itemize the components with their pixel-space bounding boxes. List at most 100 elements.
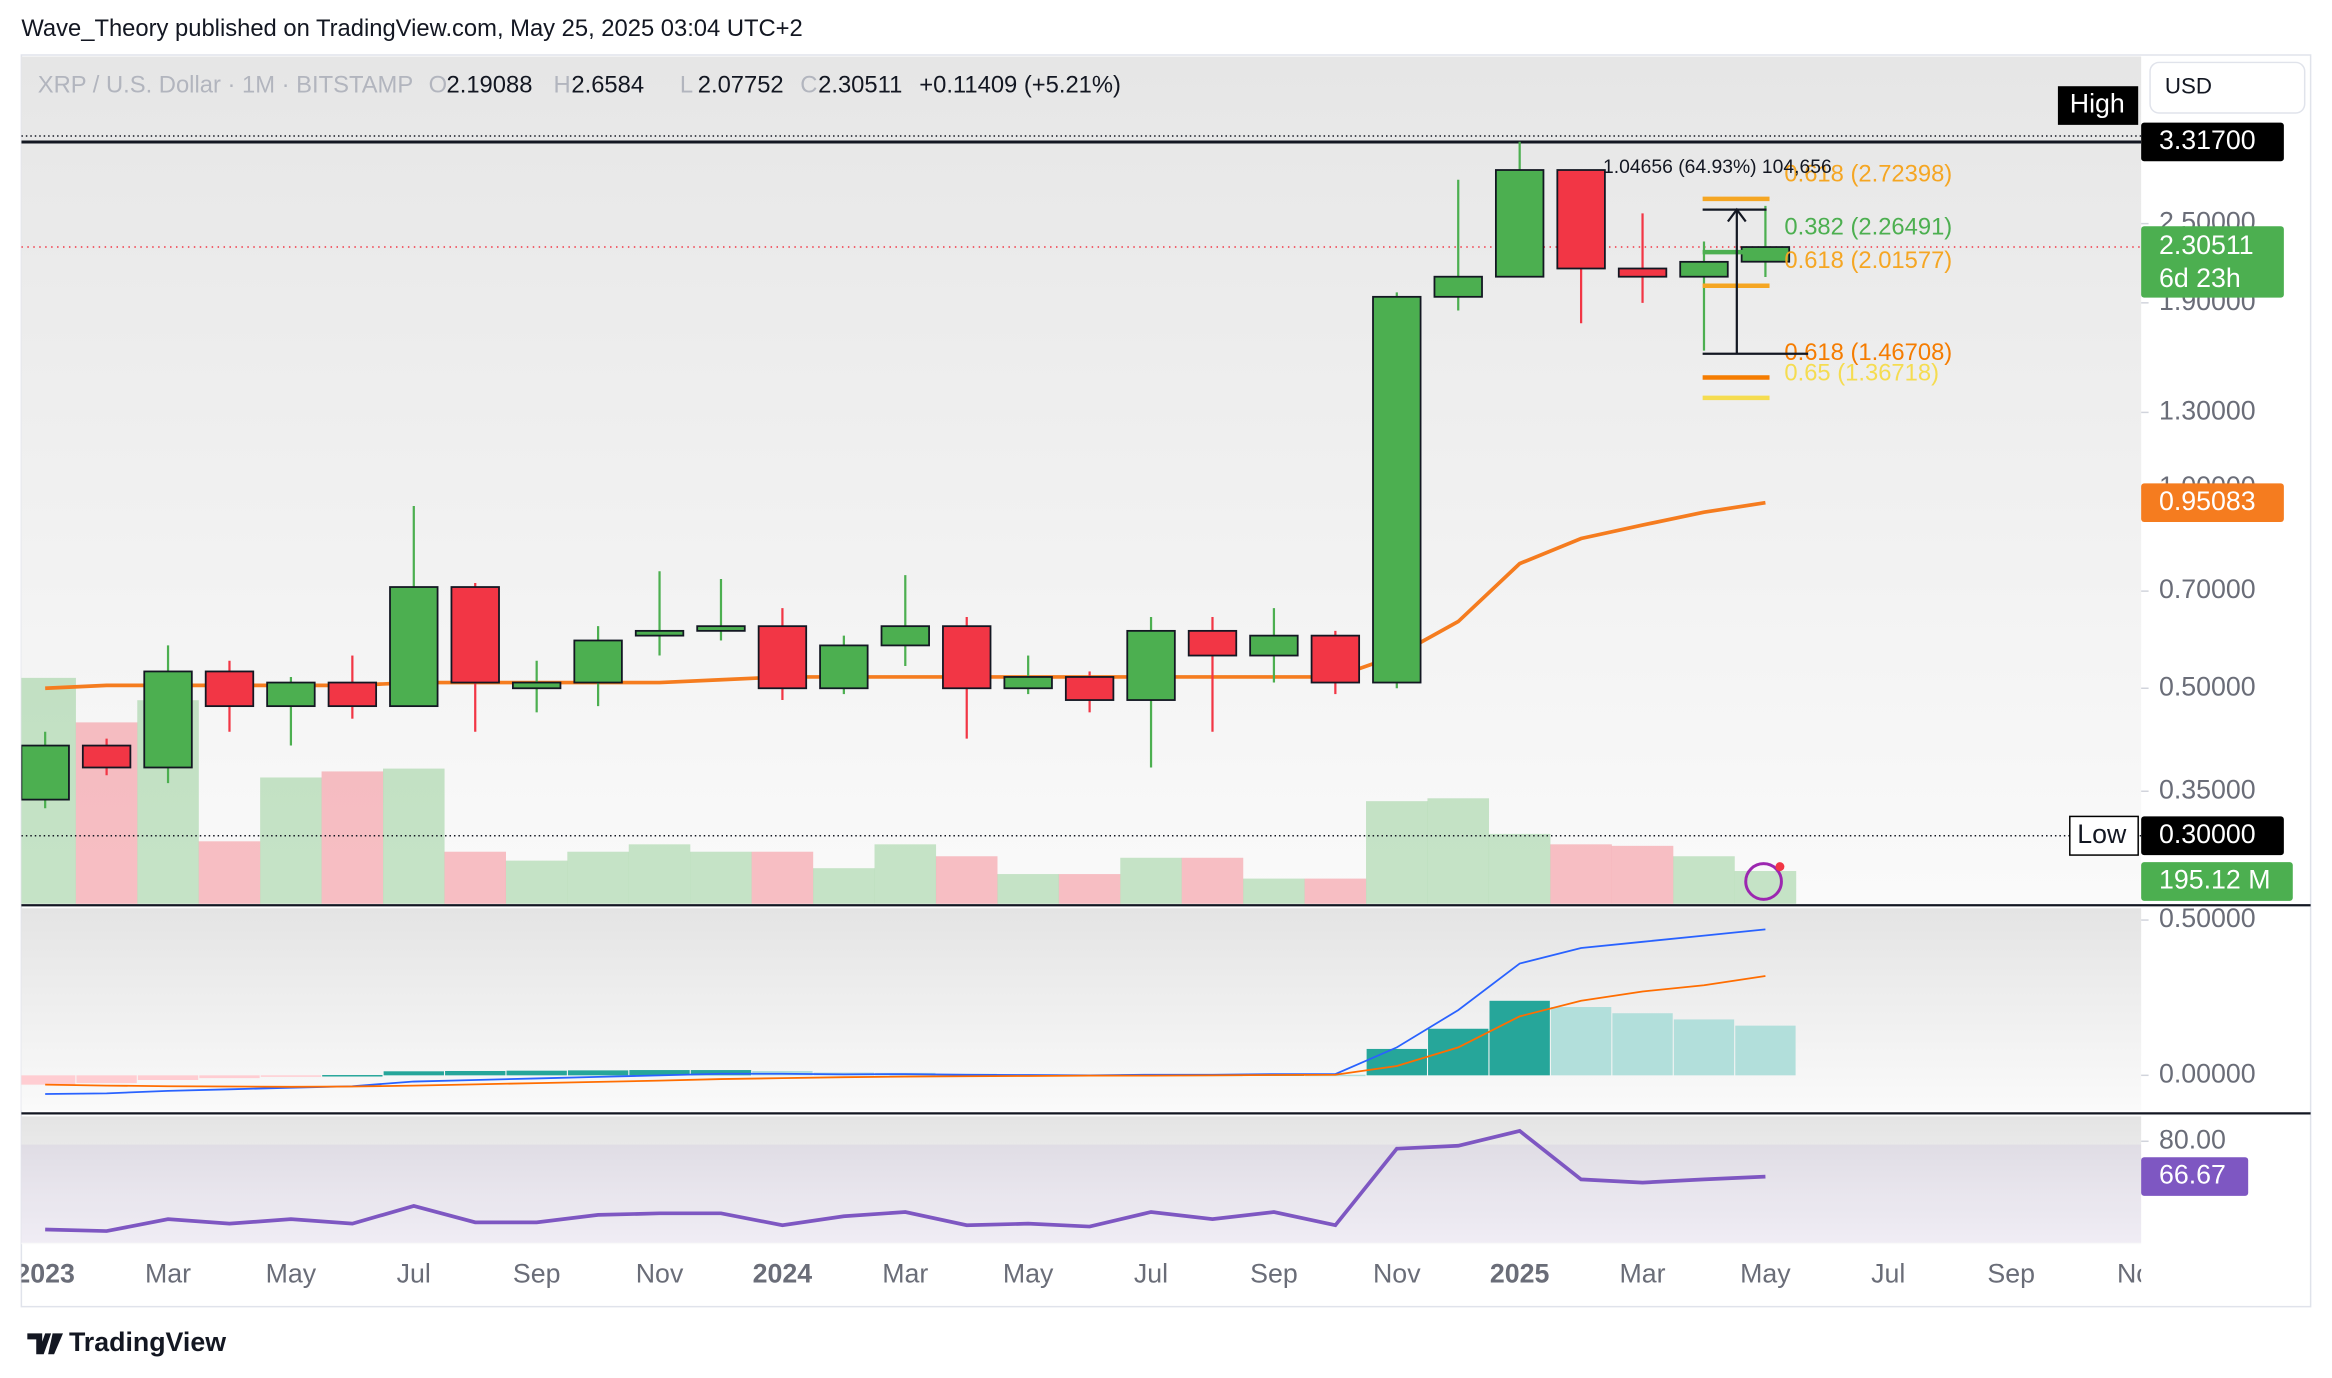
volume-bar (935, 856, 998, 904)
candle-body (696, 625, 746, 632)
candle-body (757, 625, 808, 690)
range-high-tag (2057, 86, 2139, 125)
macd-histogram (1673, 1019, 1735, 1076)
brand: TradingView (69, 1327, 226, 1357)
volume-bar (813, 868, 875, 904)
candle-body (880, 625, 930, 647)
x-tick-label: Nov (636, 1258, 684, 1288)
countdown: 6d 23h (2159, 263, 2241, 293)
x-tick-label: May (1003, 1258, 1054, 1288)
rsi-label: 66.67 (2159, 1160, 2226, 1190)
volume-bar (198, 841, 261, 904)
x-tick-label: Jul (397, 1258, 431, 1288)
macd-histogram (567, 1070, 629, 1076)
candle-body (1249, 634, 1299, 657)
x-tick-label: 2024 (753, 1258, 813, 1288)
brand-logo (27, 1333, 64, 1355)
macd-histogram (1612, 1013, 1673, 1076)
x-tick-label: Sep (1250, 1258, 1298, 1288)
macd-histogram (21, 1075, 76, 1085)
byline: Wave_Theory published on TradingView.com… (21, 15, 802, 42)
range-low-label-box (2141, 816, 2284, 856)
volume-bar (690, 851, 752, 904)
volume-bar (321, 771, 384, 904)
volume-bar (567, 851, 629, 904)
range-high-label-box (2141, 122, 2284, 162)
range-high-label: 3.31700 (2159, 125, 2256, 155)
rsi-tick-label: 80.00 (2159, 1124, 2226, 1154)
range-low-text: Low (2077, 819, 2127, 849)
rsi-pane (21, 1116, 2142, 1245)
x-tick-label: No (2117, 1258, 2151, 1288)
macd-histogram (260, 1075, 322, 1077)
candle-body (1556, 169, 1606, 270)
candle-body (1003, 676, 1053, 690)
x-tick-label: Mar (1620, 1258, 1666, 1288)
currency[interactable]: USD (2165, 74, 2212, 99)
macd-histogram (1489, 1000, 1550, 1076)
candle-body (1187, 629, 1238, 657)
volume-bar (1550, 844, 1612, 904)
volume-bar (628, 844, 691, 904)
candle-body (1433, 275, 1483, 298)
ohlc-letter: C (800, 71, 817, 98)
macd-histogram (76, 1075, 137, 1084)
macd-histogram (137, 1075, 199, 1080)
range-high-text: High (2070, 89, 2125, 119)
price-axis: 2.500001.900001.300001.000000.700000.500… (2057, 86, 2293, 1196)
fib-label: 0.618 (1.46708) (1784, 339, 1952, 366)
volume-bar (997, 874, 1059, 904)
ma-label: 0.95083 (2159, 486, 2256, 516)
fib-label: 0.618 (2.72398) (1784, 160, 1952, 187)
x-tick-label: Jul (1871, 1258, 1905, 1288)
macd-histogram (690, 1070, 752, 1076)
volume-bar (505, 860, 568, 904)
candle-body (143, 670, 193, 769)
x-tick-label: 2025 (1490, 1258, 1550, 1288)
y-tick-label: 1.30000 (2159, 395, 2256, 425)
macd-histogram (445, 1070, 506, 1076)
candle-body (1740, 246, 1791, 263)
candle-body (1679, 260, 1729, 278)
currency-button[interactable] (2149, 61, 2306, 114)
rsi-line (45, 1128, 1766, 1233)
candle-body (204, 670, 255, 708)
ohlc-letter: H (554, 71, 571, 98)
x-tick-label: 2023 (15, 1258, 75, 1288)
x-tick-label: Nov (1373, 1258, 1421, 1288)
x-tick-label: Sep (513, 1258, 561, 1288)
candle-body (389, 586, 439, 708)
y-tick-label: 0.50000 (2159, 671, 2256, 701)
candle-body (634, 629, 685, 637)
macd-tick-label: 0.50000 (2159, 903, 2256, 933)
x-tick-label: May (266, 1258, 317, 1288)
candle-body (450, 586, 500, 684)
volume-label: 195.12 M (2159, 865, 2271, 895)
volume-bar (1058, 874, 1121, 904)
candle-body (511, 681, 562, 690)
x-tick-label: Mar (145, 1258, 191, 1288)
candle-body (327, 681, 378, 708)
candle-body (573, 639, 623, 684)
ohlc-value: 2.07752 (698, 71, 784, 98)
volume-bar (1304, 878, 1367, 904)
volume-bar (1243, 878, 1305, 904)
candle-body (81, 744, 132, 769)
last-price-box (2141, 226, 2284, 298)
volume-bar (1488, 833, 1551, 904)
assistant-icon[interactable] (1744, 862, 1783, 901)
signal-line (45, 975, 1766, 1088)
candle-body (1126, 629, 1176, 701)
macd-histogram (322, 1075, 383, 1077)
candle-body (1372, 295, 1422, 684)
candle-body (1310, 634, 1361, 684)
fib-label: 0.618 (2.01577) (1784, 247, 1952, 274)
x-tick-label: May (1740, 1258, 1791, 1288)
candle-body (1064, 676, 1115, 701)
macd-histogram (383, 1071, 444, 1076)
macd-tick-label: 0.00000 (2159, 1058, 2256, 1088)
macd-histogram (199, 1075, 260, 1079)
fib-label: 0.65 (1.36718) (1784, 359, 1939, 386)
rsi-label-box (2141, 1157, 2249, 1196)
